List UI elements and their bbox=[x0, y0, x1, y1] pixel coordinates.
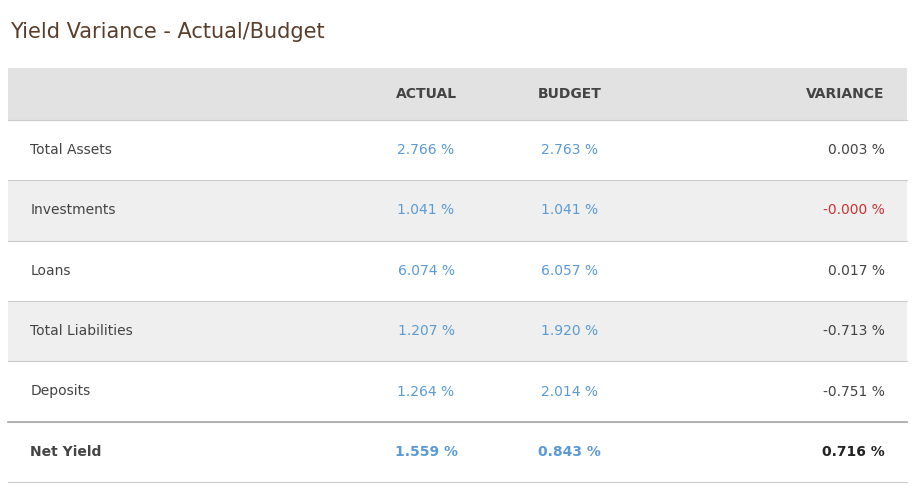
Bar bbox=[8, 241, 907, 301]
Text: 6.074 %: 6.074 % bbox=[397, 264, 455, 278]
Bar bbox=[8, 361, 907, 422]
Text: -0.000 %: -0.000 % bbox=[823, 203, 885, 218]
Text: 2.014 %: 2.014 % bbox=[542, 385, 598, 398]
Text: 1.207 %: 1.207 % bbox=[397, 324, 455, 338]
Bar bbox=[8, 68, 907, 120]
Text: Investments: Investments bbox=[30, 203, 116, 218]
Text: -0.751 %: -0.751 % bbox=[823, 385, 885, 398]
Text: Yield Variance - Actual/Budget: Yield Variance - Actual/Budget bbox=[10, 22, 325, 42]
Text: 2.763 %: 2.763 % bbox=[542, 143, 598, 157]
Text: 1.041 %: 1.041 % bbox=[542, 203, 598, 218]
Text: 1.041 %: 1.041 % bbox=[397, 203, 455, 218]
Text: Total Liabilities: Total Liabilities bbox=[30, 324, 134, 338]
Bar bbox=[8, 422, 907, 482]
Text: 0.716 %: 0.716 % bbox=[822, 445, 885, 459]
Text: 0.843 %: 0.843 % bbox=[538, 445, 601, 459]
Text: VARIANCE: VARIANCE bbox=[806, 87, 885, 101]
Text: 1.264 %: 1.264 % bbox=[397, 385, 455, 398]
Text: Total Assets: Total Assets bbox=[30, 143, 113, 157]
Text: 0.017 %: 0.017 % bbox=[827, 264, 885, 278]
Bar bbox=[8, 120, 907, 180]
Text: Deposits: Deposits bbox=[30, 385, 91, 398]
Text: 1.559 %: 1.559 % bbox=[394, 445, 458, 459]
Text: BUDGET: BUDGET bbox=[538, 87, 602, 101]
Text: 0.003 %: 0.003 % bbox=[828, 143, 885, 157]
Bar bbox=[8, 301, 907, 361]
Text: 1.920 %: 1.920 % bbox=[542, 324, 598, 338]
Text: ACTUAL: ACTUAL bbox=[395, 87, 457, 101]
Text: Net Yield: Net Yield bbox=[30, 445, 102, 459]
Text: 2.766 %: 2.766 % bbox=[397, 143, 455, 157]
Bar bbox=[8, 180, 907, 241]
Text: -0.713 %: -0.713 % bbox=[823, 324, 885, 338]
Text: 6.057 %: 6.057 % bbox=[542, 264, 598, 278]
Text: Loans: Loans bbox=[30, 264, 71, 278]
